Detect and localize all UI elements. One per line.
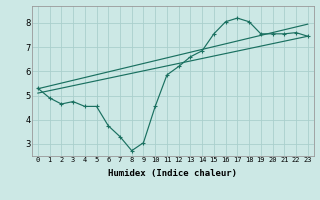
X-axis label: Humidex (Indice chaleur): Humidex (Indice chaleur) xyxy=(108,169,237,178)
